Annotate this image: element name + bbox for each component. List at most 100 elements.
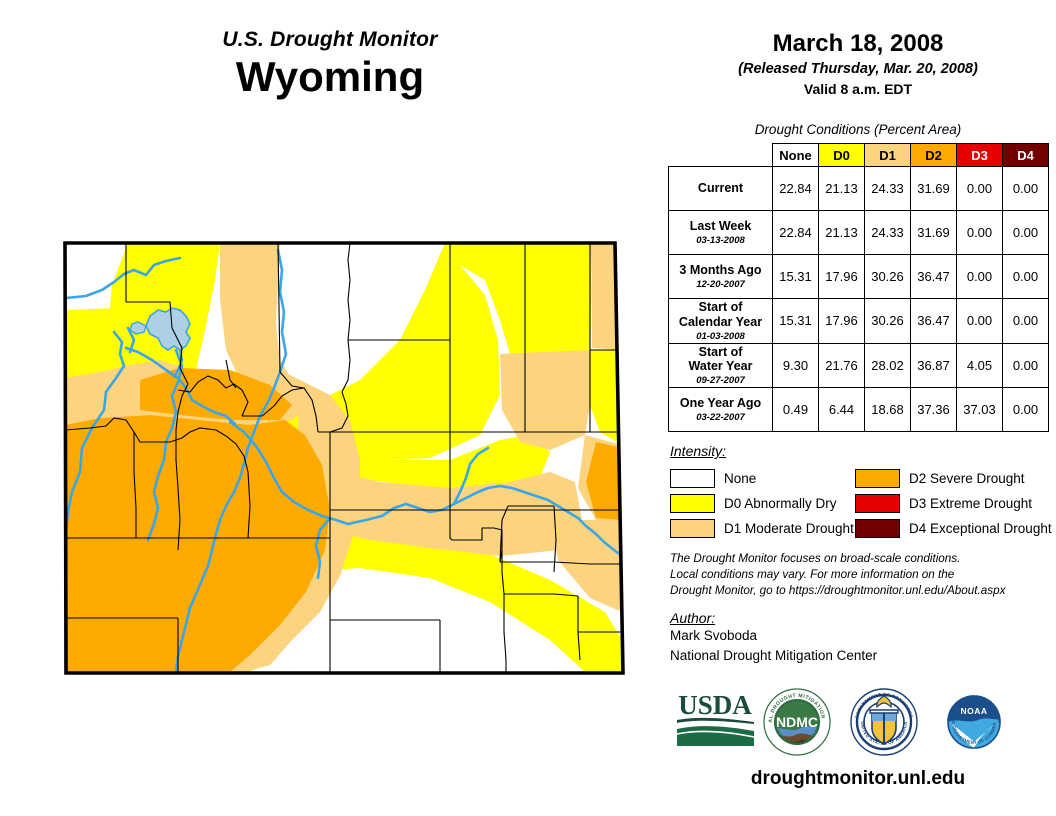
legend-grid: None D2 Severe Drought D0 Abnormally Dry… xyxy=(670,466,1056,541)
legend-swatch-none xyxy=(670,469,715,488)
title-block: U.S. Drought Monitor Wyoming xyxy=(0,28,660,99)
noaa-logo-text: NOAA xyxy=(960,706,987,716)
row-label-date: 03-13-2008 xyxy=(696,234,745,246)
drought-conditions-table: None D0 D1 D2 D3 D4 Current 22.84 21.13 24.… xyxy=(668,143,1049,433)
column-header-none: None xyxy=(772,143,819,167)
legend-label-none: None xyxy=(724,471,757,486)
author-block: Author: Mark Svoboda National Drought Mi… xyxy=(670,610,1050,665)
state-title: Wyoming xyxy=(235,53,425,101)
cell-none: 22.84 xyxy=(772,210,819,255)
disclaimer-line-2: Local conditions may vary. For more info… xyxy=(670,568,955,582)
column-header-d0: D0 xyxy=(818,143,865,167)
cell-d1: 18.68 xyxy=(864,387,911,433)
legend-swatch-d3 xyxy=(855,494,900,513)
legend-swatch-d4 xyxy=(855,519,900,538)
program-title: U.S. Drought Monitor xyxy=(222,28,438,51)
cell-d4: 0.00 xyxy=(1002,210,1049,255)
disclaimer-text: The Drought Monitor focuses on broad-sca… xyxy=(670,551,1050,599)
table-row: 3 Months Ago 12-20-2007 15.31 17.96 30.26 36.… xyxy=(668,254,1049,299)
table-row: Current 22.84 21.13 24.33 31.69 0.00 0.00 xyxy=(668,166,1049,211)
cell-d1: 24.33 xyxy=(864,210,911,255)
row-label: Last Week 03-13-2008 xyxy=(668,210,773,255)
cell-d3: 37.03 xyxy=(956,387,1003,433)
row-label: 3 Months Ago 12-20-2007 xyxy=(668,254,773,299)
disclaimer-line-3: Drought Monitor, go to https://droughtmo… xyxy=(670,584,1006,598)
cell-d3: 4.05 xyxy=(956,342,1003,389)
table-row: Start of Water Year 09-27-2007 9.30 21.76 28.… xyxy=(668,342,1049,389)
column-header-d2: D2 xyxy=(910,143,957,167)
intensity-title: Intensity: xyxy=(670,443,727,459)
legend-label-d1: D1 Moderate Drought xyxy=(724,521,854,536)
table-body: Current 22.84 21.13 24.33 31.69 0.00 0.00 Last … xyxy=(668,166,1049,433)
legend-item-d4: D4 Exceptional Drought xyxy=(855,519,1055,538)
legend-label-d3: D3 Extreme Drought xyxy=(909,496,1033,511)
release-date: (Released Thursday, Mar. 20, 2008) xyxy=(738,60,978,77)
author-organization: National Drought Mitigation Center xyxy=(670,647,878,663)
row-label: One Year Ago 03-22-2007 xyxy=(668,387,773,433)
cell-d4: 0.00 xyxy=(1002,298,1049,344)
column-header-d4: D4 xyxy=(1002,143,1049,167)
website-url[interactable]: droughtmonitor.unl.edu xyxy=(750,768,966,789)
cell-none: 0.49 xyxy=(772,387,819,433)
cell-d3: 0.00 xyxy=(956,166,1003,211)
cell-none: 15.31 xyxy=(772,298,819,344)
column-header-d1: D1 xyxy=(864,143,911,167)
legend-item-none: None xyxy=(670,469,855,488)
table-row: One Year Ago 03-22-2007 0.49 6.44 18.68 37.36… xyxy=(668,387,1049,433)
cell-d2: 36.47 xyxy=(910,254,957,299)
cell-d2: 37.36 xyxy=(910,387,957,433)
table-header-row: None D0 D1 D2 D3 D4 xyxy=(669,143,1049,167)
legend-item-d0: D0 Abnormally Dry xyxy=(670,494,855,513)
ndmc-logo: NATIONAL DROUGHT MITIGATION CENTER UNIVE… xyxy=(763,688,831,756)
noaa-logo: NATIONAL OCEANIC AND ATMOSPHERIC ADMINIS… xyxy=(940,688,1007,755)
cell-d3: 0.00 xyxy=(956,298,1003,344)
cell-d3: 0.00 xyxy=(956,210,1003,255)
legend-item-d1: D1 Moderate Drought xyxy=(670,519,855,538)
cell-d0: 17.96 xyxy=(818,298,865,344)
cell-none: 22.84 xyxy=(772,166,819,211)
dept-of-commerce-logo: DEPARTMENT OF COMMERCE UNITED STATES OF … xyxy=(850,688,918,756)
table-row: Last Week 03-13-2008 22.84 21.13 24.33 31.69 0… xyxy=(668,210,1049,255)
row-label-date: 09-27-2007 xyxy=(696,375,745,387)
ndmc-logo-text: NDMC xyxy=(776,714,818,730)
cell-d1: 30.26 xyxy=(864,298,911,344)
cell-d2: 36.47 xyxy=(910,298,957,344)
legend-item-d2: D2 Severe Drought xyxy=(855,469,1055,488)
table-caption: Drought Conditions (Percent Area) xyxy=(754,122,962,137)
cell-d2: 36.87 xyxy=(910,342,957,389)
legend-swatch-d0 xyxy=(670,494,715,513)
cell-none: 15.31 xyxy=(772,254,819,299)
drought-layers xyxy=(65,243,623,673)
county-borders xyxy=(65,243,622,672)
cell-d0: 21.76 xyxy=(818,342,865,389)
table-row: Start of Calendar Year 01-03-2008 15.31 17.9… xyxy=(668,298,1049,344)
cell-d0: 17.96 xyxy=(818,254,865,299)
row-label: Start of Calendar Year 01-03-2008 xyxy=(668,298,773,344)
cell-none: 9.30 xyxy=(772,342,819,389)
cell-d4: 0.00 xyxy=(1002,342,1049,389)
intensity-legend: Intensity: None D2 Severe Drought D0 Abn… xyxy=(670,443,1056,541)
cell-d2: 31.69 xyxy=(910,210,957,255)
cell-d1: 30.26 xyxy=(864,254,911,299)
cell-d0: 6.44 xyxy=(818,387,865,433)
cell-d4: 0.00 xyxy=(1002,254,1049,299)
row-label: Current xyxy=(668,166,773,211)
legend-item-d3: D3 Extreme Drought xyxy=(855,494,1055,513)
author-title: Author: xyxy=(670,610,716,626)
usda-logo-text: USDA xyxy=(678,690,752,720)
logo-row: USDA NATIONAL DROUGHT MITIGATION CENTER xyxy=(660,688,1056,766)
drought-map-svg xyxy=(63,241,625,675)
cell-d0: 21.13 xyxy=(818,210,865,255)
legend-label-d0: D0 Abnormally Dry xyxy=(724,496,837,511)
disclaimer-line-1: The Drought Monitor focuses on broad-sca… xyxy=(670,552,961,565)
cell-d3: 0.00 xyxy=(956,254,1003,299)
drought-map[interactable] xyxy=(30,220,650,700)
cell-d1: 24.33 xyxy=(864,166,911,211)
usda-logo: USDA xyxy=(676,690,755,746)
legend-swatch-d1 xyxy=(670,519,715,538)
info-panel: March 18, 2008 (Released Thursday, Mar. … xyxy=(660,0,1056,816)
map-panel: U.S. Drought Monitor Wyoming xyxy=(0,28,660,700)
column-header-d3: D3 xyxy=(956,143,1003,167)
cell-d0: 21.13 xyxy=(818,166,865,211)
valid-time: Valid 8 a.m. EDT xyxy=(803,81,913,98)
